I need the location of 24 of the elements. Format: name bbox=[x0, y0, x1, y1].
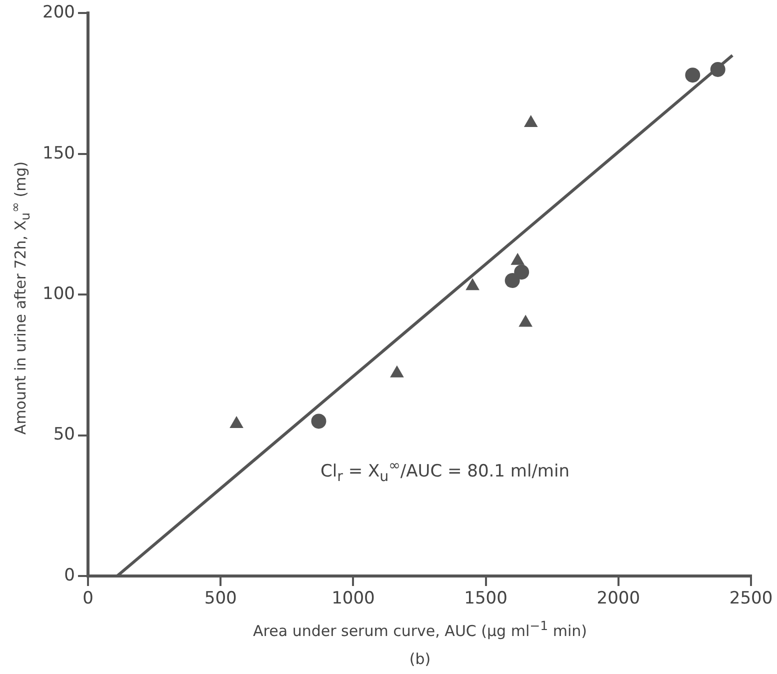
point bbox=[390, 366, 404, 378]
point bbox=[710, 62, 726, 77]
point bbox=[519, 315, 532, 327]
point bbox=[511, 253, 524, 265]
y-tick-label: 200 bbox=[42, 2, 75, 23]
y-tick-label: 100 bbox=[42, 284, 75, 304]
x-tick-label: 0 bbox=[82, 588, 94, 609]
x-tick-label: 1000 bbox=[332, 588, 375, 609]
y-tick-label: 0 bbox=[64, 565, 75, 586]
y-tick-label: 50 bbox=[53, 424, 75, 445]
point bbox=[466, 278, 480, 290]
y-tick-label: 150 bbox=[42, 143, 75, 164]
point bbox=[514, 264, 530, 280]
point bbox=[685, 68, 700, 83]
x-tick-label: 1500 bbox=[464, 588, 508, 609]
annotation: Cl$_{r}$ = X$_{u}$$^{∞}$/AUC = 80.1 ml/min bbox=[320, 458, 570, 486]
x-axis-title: Area under serum curve, AUC (µg ml$^{−1}$ min) bbox=[253, 618, 587, 640]
x-tick-label: 2500 bbox=[729, 588, 773, 609]
point bbox=[230, 416, 244, 428]
point bbox=[504, 273, 520, 288]
text: (b) bbox=[409, 650, 431, 668]
x-tick-label: 500 bbox=[204, 588, 237, 609]
x-tick-label: 2000 bbox=[596, 588, 640, 609]
point bbox=[524, 115, 538, 127]
